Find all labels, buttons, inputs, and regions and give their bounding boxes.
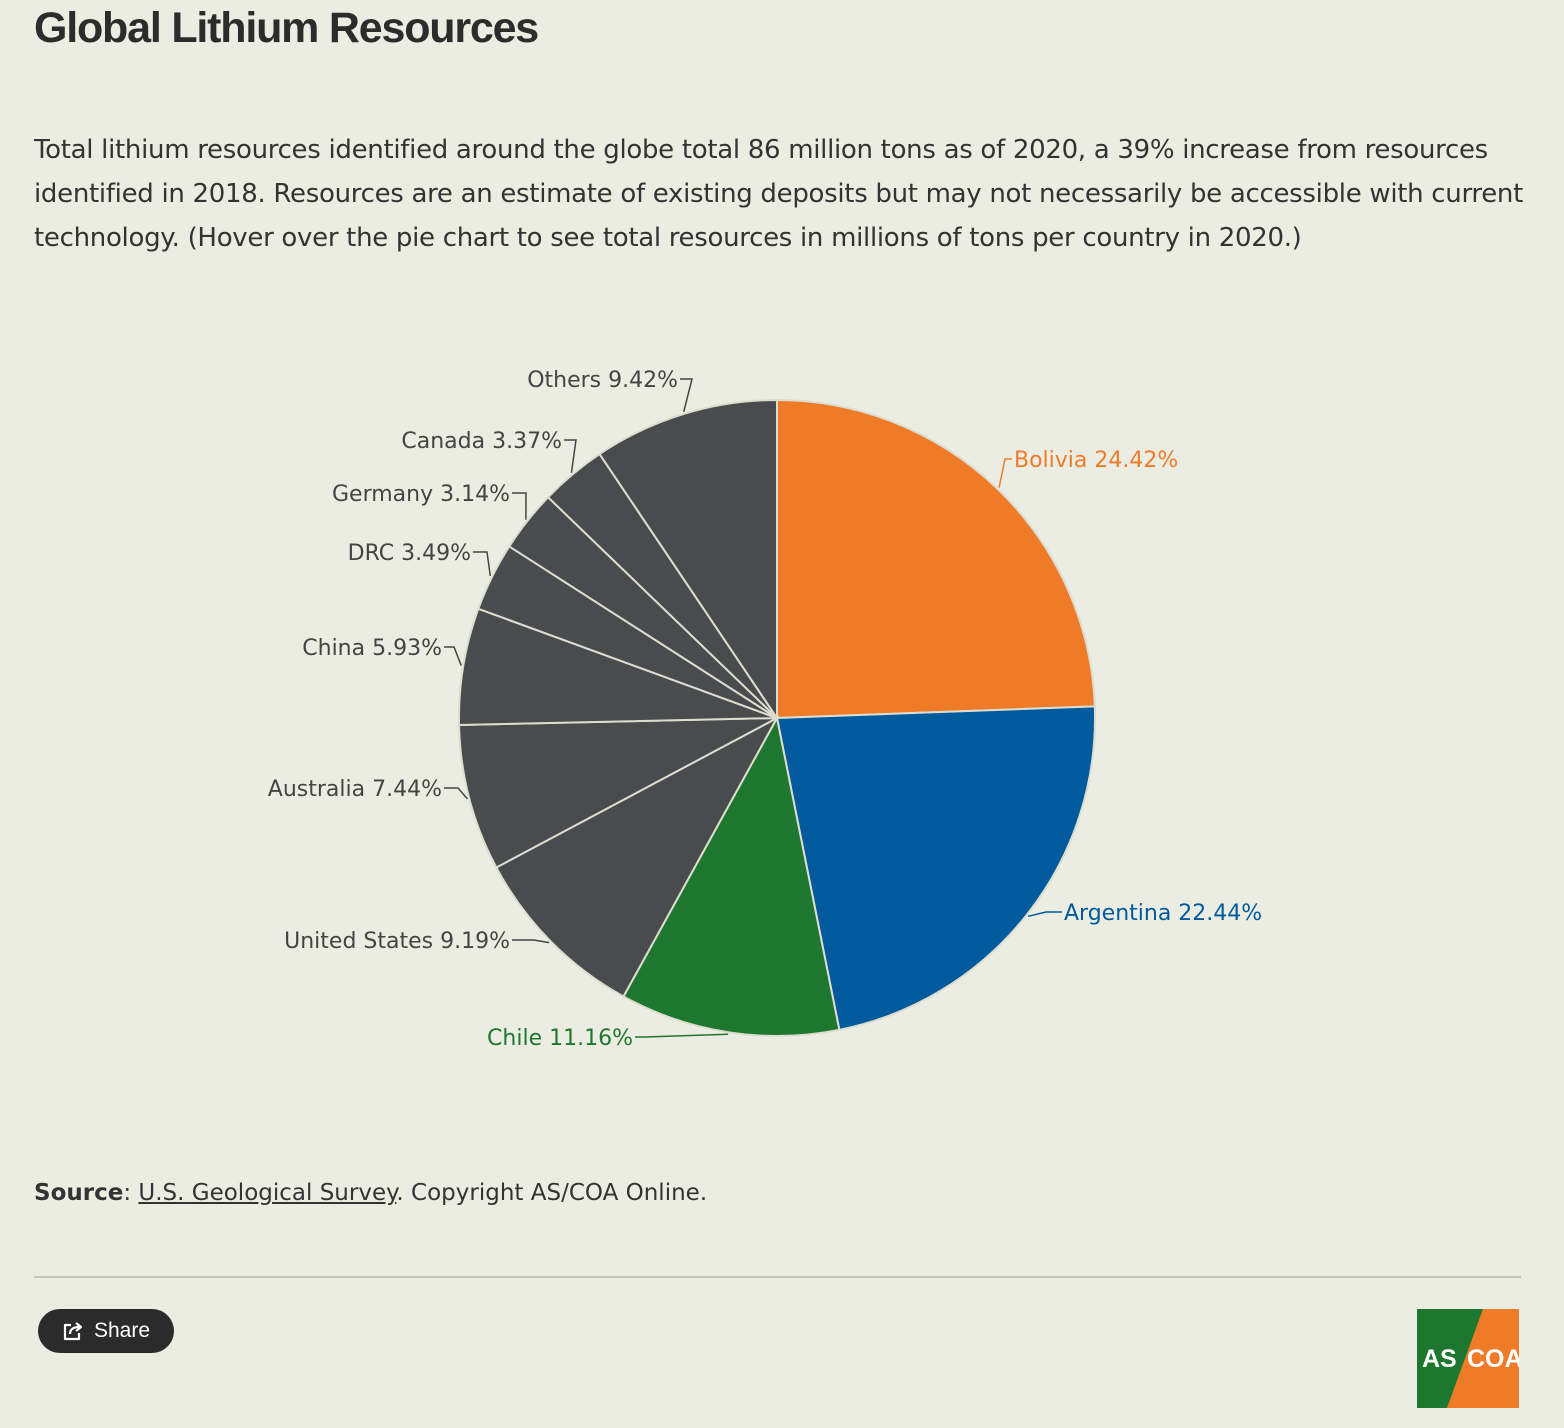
connector-chile [635, 1033, 729, 1038]
connector-others [680, 378, 693, 413]
slice-label-chile: Chile 11.16% [487, 1026, 633, 1051]
slice-label-australia: Australia 7.44% [268, 777, 442, 802]
share-label: Share [93, 1319, 151, 1342]
footer-divider [34, 1276, 1521, 1278]
slice-label-canada: Canada 3.37% [401, 429, 562, 454]
connector-australia [444, 787, 468, 800]
slice-label-germany: Germany 3.14% [332, 482, 510, 507]
connector-germany [512, 492, 527, 520]
source-label: Source [34, 1180, 124, 1206]
slice-label-drc: DRC 3.49% [348, 541, 471, 566]
share-button[interactable]: Share [38, 1309, 174, 1353]
slice-label-united-states: United States 9.19% [284, 929, 510, 954]
pie-slice-australia[interactable] [458, 717, 778, 869]
pie-slice-united-states[interactable] [494, 715, 780, 998]
slice-label-others: Others 9.42% [527, 368, 678, 393]
chart-description: Total lithium resources identified aroun… [34, 135, 1523, 253]
ascoa-logo[interactable]: AS COA [1417, 1309, 1523, 1408]
connector-china [444, 646, 462, 666]
connector-canada [564, 439, 577, 473]
slice-label-china: China 5.93% [302, 636, 442, 661]
pie-slice-others[interactable] [598, 398, 778, 722]
connector-bolivia [998, 458, 1012, 488]
pie-slice-argentina[interactable] [775, 705, 1096, 1032]
copyright-text: . Copyright AS/COA Online. [396, 1180, 708, 1206]
share-icon [62, 1321, 84, 1341]
svg-text:COA: COA [1467, 1345, 1519, 1373]
slice-label-bolivia: Bolivia 24.42% [1014, 448, 1178, 473]
source-link[interactable]: U.S. Geological Survey [138, 1180, 397, 1206]
slice-labels: Bolivia 24.42% Argentina 22.44% Chile 11.1… [268, 368, 1262, 1051]
pie-slice-bolivia[interactable] [776, 398, 1096, 720]
pie-slice-chile[interactable] [622, 715, 841, 1037]
pie-slices [458, 398, 1096, 1037]
source-note: Source: U.S. Geological Survey. Copyrigh… [34, 1180, 708, 1206]
label-connectors [444, 378, 1062, 1038]
slice-label-argentina: Argentina 22.44% [1064, 901, 1262, 926]
svg-text:AS: AS [1422, 1345, 1457, 1373]
connector-united-states [512, 939, 550, 944]
connector-argentina [1027, 911, 1062, 918]
connector-drc [473, 551, 492, 577]
chart-title: Global Lithium Resources [34, 4, 539, 52]
